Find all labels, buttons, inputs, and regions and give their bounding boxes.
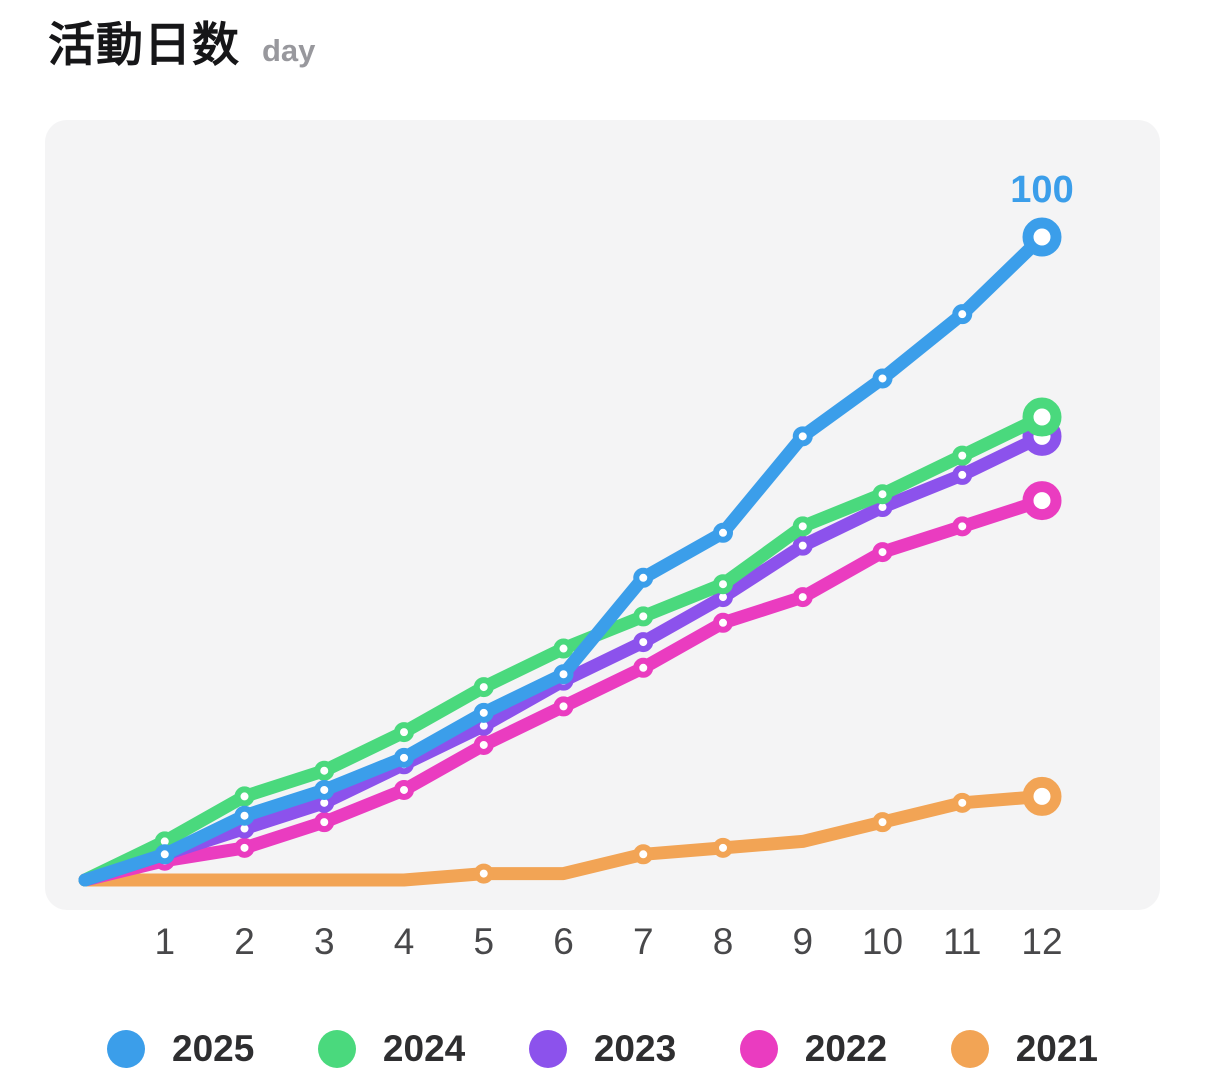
marker-2024-m9	[792, 516, 813, 537]
x-axis-label-7: 7	[633, 921, 654, 962]
x-axis-label-4: 4	[394, 921, 415, 962]
marker-2025-m7	[633, 567, 654, 588]
marker-2025-m6	[553, 664, 574, 685]
x-axis-label-2: 2	[234, 921, 255, 962]
marker-2022-m7	[633, 657, 654, 678]
marker-2022-m10	[872, 542, 893, 563]
marker-2025-m3	[314, 779, 335, 800]
marker-2021-m7	[633, 844, 654, 865]
marker-2021-m11	[952, 792, 973, 813]
x-axis-label-3: 3	[314, 921, 335, 962]
marker-2022-m11	[952, 516, 973, 537]
chart-header: 活動日数 day	[48, 6, 315, 75]
legend-item-2025[interactable]: 2025	[107, 1028, 254, 1070]
marker-2024-m7	[633, 606, 654, 627]
marker-2022-m9	[792, 587, 813, 608]
marker-2024-m11	[952, 445, 973, 466]
marker-2025-m4	[394, 747, 414, 768]
marker-2022-m5	[473, 734, 494, 755]
x-axis-label-10: 10	[862, 921, 903, 962]
marker-2025-m10	[872, 368, 893, 389]
marker-2021-m8	[713, 837, 733, 858]
chart-title: 活動日数	[48, 18, 240, 71]
chart-unit-label: day	[262, 33, 316, 68]
x-axis-label-1: 1	[154, 921, 175, 962]
legend-label-2024: 2024	[382, 1028, 466, 1069]
marker-2024-m2	[234, 786, 255, 807]
x-axis-label-5: 5	[473, 921, 494, 962]
legend-item-2024[interactable]: 2024	[317, 1028, 466, 1070]
marker-2021-m5	[473, 863, 494, 884]
legend-dot-2023	[528, 1030, 567, 1068]
marker-2022-m6	[553, 696, 574, 717]
legend-item-2021[interactable]: 2021	[950, 1028, 1098, 1070]
end-marker-2024-m12	[1022, 397, 1062, 437]
chart-panel: 1 2 3 4 5 6 7 8 9 10 11 12 100	[45, 120, 1160, 980]
legend-item-2023[interactable]: 2023	[528, 1028, 677, 1070]
marker-2024-m4	[394, 722, 414, 743]
x-axis-label-12: 12	[1021, 921, 1062, 962]
end-marker-2021-m12	[1022, 776, 1062, 816]
marker-2025-m5	[473, 702, 494, 723]
marker-2023-m7	[633, 632, 654, 653]
x-axis-label-9: 9	[792, 921, 813, 962]
x-axis-label-6: 6	[553, 921, 574, 962]
marker-2025-m1	[154, 844, 175, 865]
x-axis-label-8: 8	[713, 921, 734, 962]
marker-2025-m2	[234, 805, 255, 826]
marker-2024-m5	[473, 677, 494, 698]
marker-2024-m6	[553, 638, 574, 659]
max-value-label: 100	[1010, 169, 1073, 211]
marker-2023-m9	[792, 535, 813, 556]
marker-2024-m3	[314, 760, 335, 781]
marker-2024-m10	[872, 484, 893, 505]
marker-2022-m3	[314, 812, 335, 833]
legend-label-2021: 2021	[1015, 1028, 1098, 1069]
marker-2022-m8	[713, 612, 733, 633]
marker-2021-m10	[872, 812, 893, 833]
marker-2022-m2	[234, 837, 255, 858]
marker-2025-m9	[792, 426, 813, 447]
end-marker-2025-m12	[1022, 217, 1062, 257]
chart-plot-background	[45, 120, 1160, 910]
marker-2023-m11	[952, 464, 973, 485]
x-axis-label-11: 11	[943, 921, 981, 962]
legend-label-2025: 2025	[172, 1028, 255, 1069]
legend-dot-2022	[739, 1030, 778, 1068]
legend-label-2022: 2022	[804, 1028, 888, 1069]
legend-label-2023: 2023	[593, 1028, 677, 1069]
legend-dot-2025	[107, 1030, 145, 1068]
marker-2022-m4	[394, 779, 414, 800]
legend-dot-2024	[317, 1030, 356, 1068]
marker-2025-m8	[713, 522, 733, 543]
end-marker-2022-m12	[1022, 481, 1062, 521]
legend-dot-2021	[950, 1030, 989, 1068]
chart-legend: 2025 2024 2023 2022 2021	[45, 1018, 1160, 1080]
legend-item-2022[interactable]: 2022	[739, 1028, 888, 1070]
marker-2025-m11	[952, 304, 973, 325]
marker-2024-m8	[713, 574, 733, 595]
